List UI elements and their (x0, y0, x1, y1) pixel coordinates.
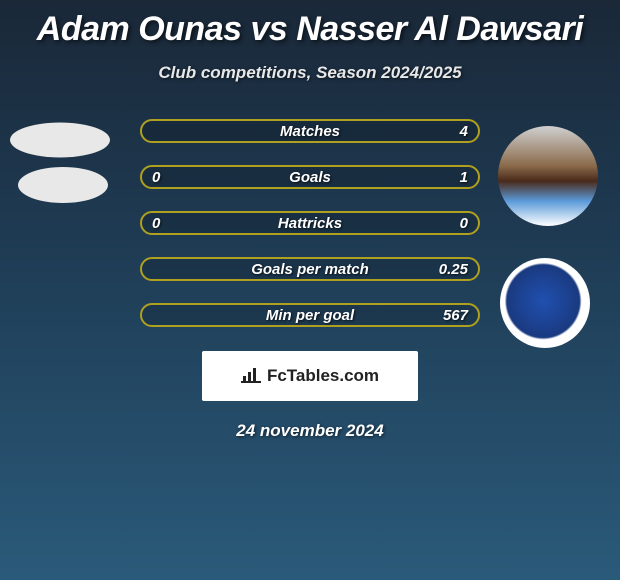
stat-value-right: 4 (460, 123, 468, 140)
stat-label: Goals (289, 169, 331, 186)
stat-row-min-per-goal: Min per goal 567 (0, 303, 620, 327)
stat-row-hattricks: 0 Hattricks 0 (0, 211, 620, 235)
subtitle: Club competitions, Season 2024/2025 (0, 63, 620, 83)
stat-value-left: 0 (152, 169, 160, 186)
stats-container: Matches 4 0 Goals 1 0 Hattricks 0 Goals … (0, 119, 620, 327)
stat-value-right: 1 (460, 169, 468, 186)
stat-value-right: 567 (443, 307, 468, 324)
stat-bar: Goals per match 0.25 (140, 257, 480, 281)
stat-label: Hattricks (278, 215, 342, 232)
stat-row-goals-per-match: Goals per match 0.25 (0, 257, 620, 281)
footer-date: 24 november 2024 (0, 421, 620, 441)
brand-badge[interactable]: FcTables.com (202, 351, 418, 401)
stat-label: Min per goal (266, 307, 354, 324)
stat-value-right: 0.25 (439, 261, 468, 278)
stat-value-left: 0 (152, 215, 160, 232)
stat-label: Matches (280, 123, 340, 140)
stat-row-matches: Matches 4 (0, 119, 620, 143)
page-title: Adam Ounas vs Nasser Al Dawsari (0, 0, 620, 49)
stat-value-right: 0 (460, 215, 468, 232)
stat-bar: Min per goal 567 (140, 303, 480, 327)
chart-icon (241, 366, 261, 387)
stat-bar: 0 Goals 1 (140, 165, 480, 189)
stat-bar: Matches 4 (140, 119, 480, 143)
brand-text: FcTables.com (267, 366, 379, 386)
stat-row-goals: 0 Goals 1 (0, 165, 620, 189)
stat-label: Goals per match (251, 261, 369, 278)
stat-bar: 0 Hattricks 0 (140, 211, 480, 235)
